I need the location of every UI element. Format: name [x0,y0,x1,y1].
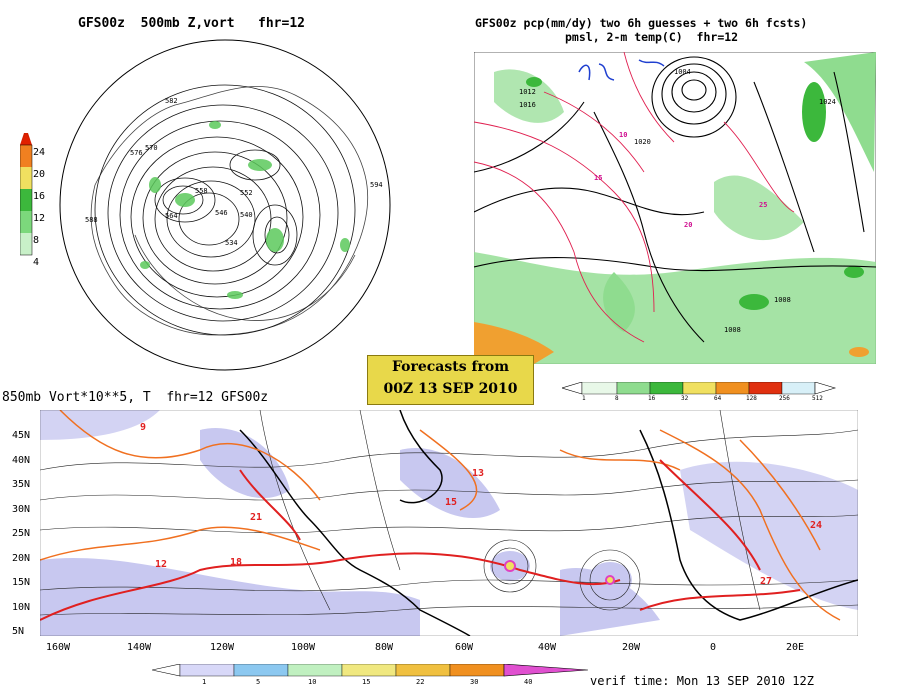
precip-legend-1: 1 [582,395,586,402]
vort-map: 9 12 15 18 21 24 27 13 [40,410,858,636]
vort-temp-label: 12 [155,559,167,570]
precip-legend-128: 128 [746,395,757,402]
lat-label: 15N [12,577,31,588]
temp-label: 25 [759,201,767,209]
vort-legend-1: 1 [202,678,207,686]
lat-label: 10N [12,601,31,613]
lat-label: 45N [12,430,31,441]
precip-panel-title-line2: pmsl, 2-m temp(C) fhr=12 [565,30,739,44]
temp-label: 20 [684,221,692,229]
temp-label: 10 [619,131,627,139]
precip-panel-title-line1: GFS00z pcp(mm/dy) two 6h guesses + two 6… [475,16,808,30]
polar-legend-12: 12 [33,213,46,224]
forecast-line2: 00Z 13 SEP 2010 [383,381,518,397]
pressure-label: 1004 [674,68,691,76]
pressure-label: 1012 [519,88,536,96]
precip-legend-32: 32 [681,395,689,402]
lon-label: 60W [455,642,474,653]
vort-legend-10: 10 [308,678,317,686]
lon-label: 140W [127,642,152,653]
lon-label: 20W [622,642,641,653]
vort-legend-15: 15 [362,678,371,686]
pressure-label: 1016 [519,101,536,109]
lat-label: 35N [12,479,31,490]
lon-label: 20E [786,642,805,653]
polar-contour-label: 564 [165,212,178,220]
vort-temp-label: 18 [230,557,242,568]
vort-temp-label: 15 [445,497,457,508]
polar-contour-label: 582 [165,97,178,105]
polar-colorbar-labels: 24 20 16 12 8 4 [33,142,45,274]
precip-legend-512: 512 [812,395,823,402]
pressure-label: 1024 [819,98,836,106]
verif-time: verif time: Mon 13 SEP 2010 12Z [590,674,814,688]
polar-map: 582 576 570 564 558 552 546 540 534 588 … [59,39,391,371]
lat-label: 5N [12,626,25,637]
precip-colorbar [562,382,837,395]
polar-contour-label: 540 [240,211,253,219]
precip-legend-64: 64 [714,395,722,402]
lat-label: 40N [12,454,31,466]
precip-legend-8: 8 [615,395,619,402]
polar-contour-label: 570 [145,144,158,152]
lat-label: 30N [12,503,31,515]
polar-contour-label: 558 [195,187,208,195]
forecast-line1: Forecasts from [391,359,510,375]
polar-contour-label: 576 [130,149,143,157]
temp-label: 15 [594,174,602,182]
polar-legend-20: 20 [33,169,46,180]
pressure-label: 1020 [634,138,651,146]
lon-label: 0 [710,642,717,653]
lat-label: 25N [12,528,31,539]
pressure-label: 1008 [724,326,741,334]
vort-temp-label: 27 [760,576,772,587]
polar-colorbar [19,133,52,263]
pressure-label: 1008 [774,296,791,304]
polar-legend-24: 24 [33,147,46,158]
polar-contour-label: 546 [215,209,228,217]
polar-legend-4: 4 [33,257,40,268]
vort-legend-40: 40 [524,678,533,686]
precip-legend-16: 16 [648,395,656,402]
lon-label: 80W [375,642,394,653]
forecast-time-box: Forecasts from 00Z 13 SEP 2010 [367,355,534,405]
polar-panel-title: GFS00z 500mb Z,vort fhr=12 [78,16,305,31]
vort-legend-22: 22 [416,678,425,686]
vort-colorbar [152,664,589,677]
polar-legend-8: 8 [33,235,40,246]
vort-temp-label: 9 [140,422,146,433]
polar-contour-label: 534 [225,239,238,247]
lon-label: 40W [538,642,557,653]
vort-legend-5: 5 [256,678,261,686]
polar-contour-label: 588 [85,216,98,224]
polar-contour-label: 594 [370,181,383,189]
vort-legend-30: 30 [470,678,479,686]
lat-label: 20N [12,552,31,564]
polar-legend-16: 16 [33,191,46,202]
lon-label: 100W [291,642,316,653]
lon-label: 120W [210,642,235,653]
vort-temp-label: 21 [250,512,262,523]
precip-legend-256: 256 [779,395,790,402]
vort-temp-label: 24 [810,520,822,531]
vort-temp-label: 13 [472,468,484,479]
lon-label: 160W [46,642,71,653]
lat-axis: 45N 40N 35N 30N 25N 20N 15N 10N 5N [12,424,30,645]
precip-map: 1012 1016 1020 1024 1008 1004 1008 10 15… [474,52,876,364]
vort-panel-title: 850mb Vort*10**5, T fhr=12 GFS00z [2,390,269,405]
polar-contour-label: 552 [240,189,253,197]
